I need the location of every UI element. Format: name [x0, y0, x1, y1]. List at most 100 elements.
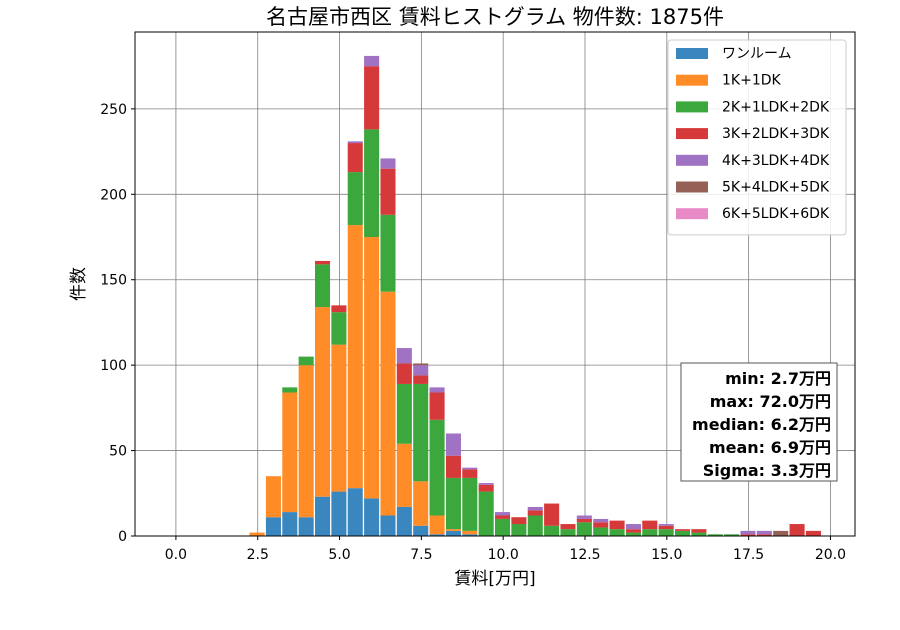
legend-swatch-5	[676, 181, 708, 193]
bar-bin-14-series-2	[478, 491, 494, 536]
bar-bin-20-series-3	[576, 518, 592, 523]
x-tick-label-8: 20.0	[815, 547, 846, 563]
plot-frame	[134, 31, 856, 537]
bar-bin-14-series-4	[478, 483, 494, 485]
bar-bin-16-series-3	[511, 517, 527, 525]
bar-bin-11-series-0	[429, 534, 445, 536]
legend-label-5: 5K+4LDK+5DK	[722, 180, 830, 196]
bar-bin-17-series-4	[527, 506, 543, 511]
bar-bin-24-series-3	[642, 520, 658, 530]
stats-line-1: max: 72.0万円	[710, 392, 831, 411]
bar-bin-12-series-4	[445, 433, 461, 456]
bar-bin-6-series-0	[347, 488, 363, 536]
bar-bin-15-series-2	[495, 518, 511, 536]
bar-bin-33-series-3	[789, 524, 805, 536]
bar-bin-21-series-4	[593, 518, 609, 523]
bar-bin-4-series-2	[315, 264, 331, 308]
bar-bin-3-series-2	[298, 356, 314, 366]
bar-bin-9-series-2	[396, 383, 412, 444]
bar-bin-0-series-1	[249, 532, 265, 536]
bar-bin-23-series-2	[625, 532, 641, 536]
bar-bin-30-series-4	[740, 530, 756, 535]
bar-bin-5-series-0	[331, 491, 347, 536]
bar-bin-25-series-4	[658, 524, 674, 526]
bar-bin-1-series-0	[265, 517, 281, 536]
bar-bin-17-series-3	[527, 510, 543, 516]
bar-bin-31-series-3	[756, 534, 772, 536]
x-tick-label-1: 2.5	[247, 547, 269, 563]
legend-swatch-6	[676, 208, 708, 220]
bar-bin-15-series-3	[495, 515, 511, 519]
bar-bin-25-series-3	[658, 525, 674, 530]
bar-bin-9-series-1	[396, 443, 412, 507]
bar-bin-31-series-4	[756, 530, 772, 535]
bar-bin-10-series-4	[413, 365, 429, 376]
bar-bin-13-series-3	[462, 469, 478, 478]
legend-box	[667, 39, 847, 236]
bar-bin-15-series-4	[495, 512, 511, 516]
legend-swatch-3	[676, 128, 708, 140]
bar-bin-13-series-4	[462, 467, 478, 470]
bar-bin-5-series-1	[331, 344, 347, 492]
bar-bin-12-series-1	[445, 529, 461, 531]
bar-bin-4-series-0	[315, 496, 331, 536]
bar-bin-9-series-0	[396, 506, 412, 536]
bar-bin-10-series-1	[413, 481, 429, 526]
bar-bin-28-series-2	[707, 534, 723, 536]
bar-bin-8-series-3	[380, 168, 396, 215]
bar-bin-11-series-1	[429, 515, 445, 535]
bar-bin-19-series-3	[560, 524, 576, 530]
bar-bin-2-series-0	[282, 512, 298, 536]
y-tick-label-2: 100	[100, 358, 127, 374]
stats-line-0: min: 2.7万円	[725, 369, 831, 388]
y-tick-label-1: 50	[109, 444, 127, 460]
stats-line-3: mean: 6.9万円	[709, 438, 831, 457]
bar-bin-29-series-2	[724, 534, 740, 536]
x-tick-label-7: 17.5	[733, 547, 764, 563]
x-tick-label-5: 12.5	[569, 547, 600, 563]
bar-bin-10-series-2	[413, 383, 429, 482]
x-tick-label-0: 0.0	[165, 547, 187, 563]
bar-bin-23-series-3	[625, 529, 641, 533]
bar-bin-20-series-2	[576, 522, 592, 536]
bar-bin-12-series-0	[445, 530, 461, 536]
stats-box: min: 2.7万円 max: 72.0万円 median: 6.2万円 mean: …	[680, 362, 838, 482]
bar-bin-6-series-3	[347, 143, 363, 173]
legend-swatch-0	[676, 48, 708, 59]
legend-label-1: 1K+1DK	[722, 73, 782, 89]
stats-box-frame	[680, 362, 838, 482]
bar-bin-11-series-3	[429, 392, 445, 420]
x-tick-label-4: 10.0	[488, 547, 519, 563]
y-axis-label: 件数	[69, 267, 89, 301]
bar-bin-22-series-3	[609, 520, 625, 530]
legend-label-6: 6K+5LDK+6DK	[722, 206, 830, 222]
legend-label-2: 2K+1LDK+2DK	[722, 99, 830, 115]
axis-ticks: 0.0 2.5 5.0 7.5 10.0 12.5 15.0 17.5 20.0 0 50 100 15…	[100, 102, 846, 563]
bar-bin-21-series-3	[593, 522, 609, 528]
bar-bin-23-series-4	[625, 524, 641, 530]
bar-bin-3-series-0	[298, 517, 314, 536]
legend-label-0: ワンルーム	[722, 46, 792, 62]
legend-label-4: 4K+3LDK+4DK	[722, 153, 830, 169]
bar-bin-6-series-1	[347, 225, 363, 489]
bar-bin-8-series-1	[380, 291, 396, 516]
bar-bin-6-series-2	[347, 172, 363, 226]
bar-bin-7-series-0	[364, 498, 380, 536]
bar-bin-13-series-1	[462, 530, 478, 535]
bar-bin-12-series-2	[445, 477, 461, 530]
bar-bin-8-series-4	[380, 158, 396, 169]
bar-bin-30-series-3	[740, 534, 756, 536]
y-tick-label-4: 200	[100, 187, 127, 203]
x-tick-label-3: 7.5	[410, 547, 432, 563]
bar-bin-4-series-3	[315, 260, 331, 265]
bar-bin-22-series-2	[609, 529, 625, 536]
bar-bin-10-series-3	[413, 375, 429, 384]
bar-bin-34-series-3	[805, 530, 821, 536]
bar-bin-6-series-4	[347, 141, 363, 144]
legend: ワンルーム 1K+1DK 2K+1LDK+2DK 3K+2LDK+3DK 4K+3LDK…	[667, 39, 847, 236]
bar-bin-25-series-2	[658, 529, 674, 536]
bar-bin-7-series-3	[364, 66, 380, 130]
bar-bin-9-series-4	[396, 348, 412, 364]
bar-bin-18-series-2	[544, 525, 560, 536]
